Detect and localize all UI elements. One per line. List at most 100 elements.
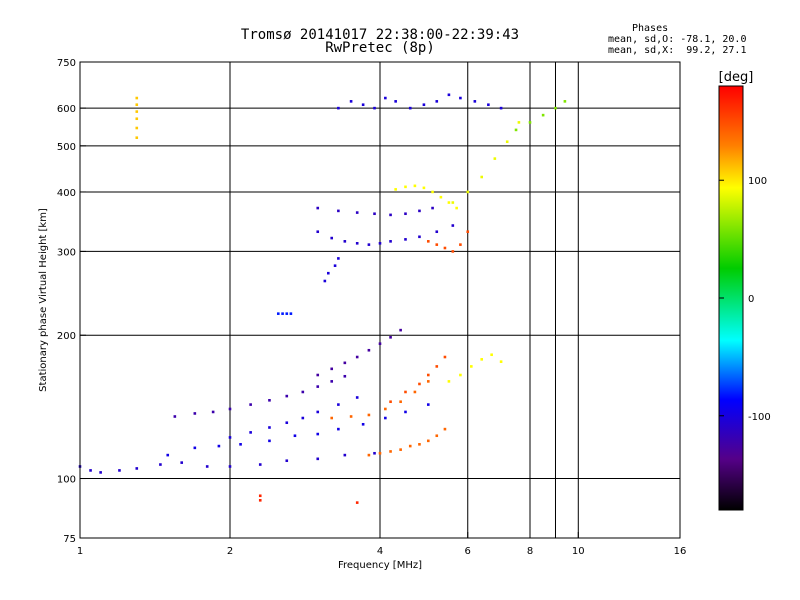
echo-point — [389, 213, 392, 217]
echo-point — [239, 443, 242, 446]
echo-point — [361, 422, 365, 426]
echo-point — [459, 96, 462, 100]
echo-point — [459, 243, 462, 246]
echo-point — [367, 243, 371, 246]
colorbar-label: [deg] — [719, 70, 754, 85]
x-axis-label: Frequency [MHz] — [338, 560, 422, 571]
y-tick-label: 200 — [57, 331, 76, 342]
echo-point — [443, 355, 447, 359]
echo-point — [228, 436, 232, 439]
echo-point — [490, 353, 493, 357]
echo-point — [361, 103, 365, 107]
echo-point — [418, 443, 421, 446]
echo-point — [337, 209, 340, 213]
echo-point — [211, 410, 215, 414]
echo-point — [289, 312, 293, 315]
echo-point — [285, 459, 289, 463]
echo-point — [330, 367, 334, 371]
echo-point — [316, 457, 320, 461]
x-tick-label: 10 — [572, 546, 585, 557]
echo-point — [459, 373, 462, 377]
x-tick-label: 2 — [227, 546, 233, 557]
echo-point — [384, 416, 387, 420]
x-tick-label: 1 — [77, 546, 83, 557]
colorbar-tick-label: -100 — [748, 412, 771, 423]
echo-point — [228, 407, 232, 411]
echo-point — [451, 250, 455, 253]
echo-point — [373, 106, 376, 110]
echo-point — [355, 211, 359, 214]
echo-point — [330, 380, 334, 383]
chart-title: Tromsø 20141017 22:38:00-22:39:43 — [240, 27, 520, 43]
echo-point — [268, 426, 271, 429]
echo-point — [316, 230, 320, 234]
echo-point — [389, 240, 392, 243]
echo-point — [367, 348, 371, 352]
x-tick-label: 16 — [674, 546, 687, 557]
phase-stats-o-mode: mean, sd,O: -78.1, 20.0 — [608, 34, 747, 45]
echo-point — [89, 469, 92, 472]
echo-point — [473, 100, 477, 103]
echo-point — [205, 465, 209, 468]
echo-point — [517, 121, 521, 124]
echo-point — [404, 410, 407, 414]
echo-point — [528, 121, 532, 124]
echo-point — [426, 373, 430, 377]
echo-point — [316, 385, 320, 388]
echo-point — [173, 415, 177, 418]
echo-point — [554, 106, 557, 110]
echo-point — [337, 427, 340, 431]
echo-point — [541, 113, 545, 117]
echo-point — [443, 427, 447, 431]
echo-point — [563, 100, 567, 103]
echo-point — [135, 126, 139, 130]
y-tick-label: 75 — [63, 534, 76, 545]
echo-point — [408, 106, 412, 110]
echo-point — [431, 206, 434, 210]
echo-point — [378, 451, 382, 455]
echo-point — [323, 279, 327, 283]
echo-point — [389, 400, 392, 404]
x-tick-label: 4 — [377, 546, 383, 557]
echo-point — [293, 434, 297, 438]
echo-point — [451, 201, 455, 204]
echo-point — [343, 374, 347, 378]
echo-point — [180, 461, 184, 464]
echo-point — [404, 212, 407, 216]
echo-point — [455, 206, 458, 210]
echo-point — [399, 448, 402, 451]
echo-point — [343, 361, 347, 365]
echo-point — [373, 451, 376, 455]
phase-stats-heading: Phases — [632, 23, 669, 34]
echo-point — [276, 312, 280, 315]
echo-point — [422, 103, 426, 107]
echo-point — [193, 446, 197, 450]
echo-point — [118, 469, 121, 472]
echo-point — [447, 380, 451, 383]
echo-point — [426, 439, 430, 443]
echo-point — [413, 390, 417, 394]
echo-point — [426, 380, 430, 383]
echo-point — [349, 415, 353, 418]
echo-point — [404, 185, 407, 189]
echo-point — [330, 236, 334, 240]
echo-point — [394, 100, 397, 103]
echo-point — [355, 242, 359, 245]
echo-point — [378, 242, 382, 245]
echo-point — [268, 398, 271, 402]
echo-point — [99, 471, 102, 474]
echo-point — [355, 396, 359, 399]
colorbar-tick-label: 0 — [748, 294, 754, 305]
echo-point — [389, 450, 392, 453]
echo-point — [135, 467, 139, 470]
echo-point — [316, 373, 320, 377]
y-tick-label: 600 — [57, 104, 76, 115]
echo-point — [418, 382, 421, 386]
echo-point — [418, 235, 421, 239]
y-tick-label: 750 — [57, 58, 76, 69]
echo-point — [135, 96, 139, 100]
echo-point — [470, 365, 473, 368]
echo-point — [258, 463, 262, 466]
echo-point — [135, 110, 139, 113]
